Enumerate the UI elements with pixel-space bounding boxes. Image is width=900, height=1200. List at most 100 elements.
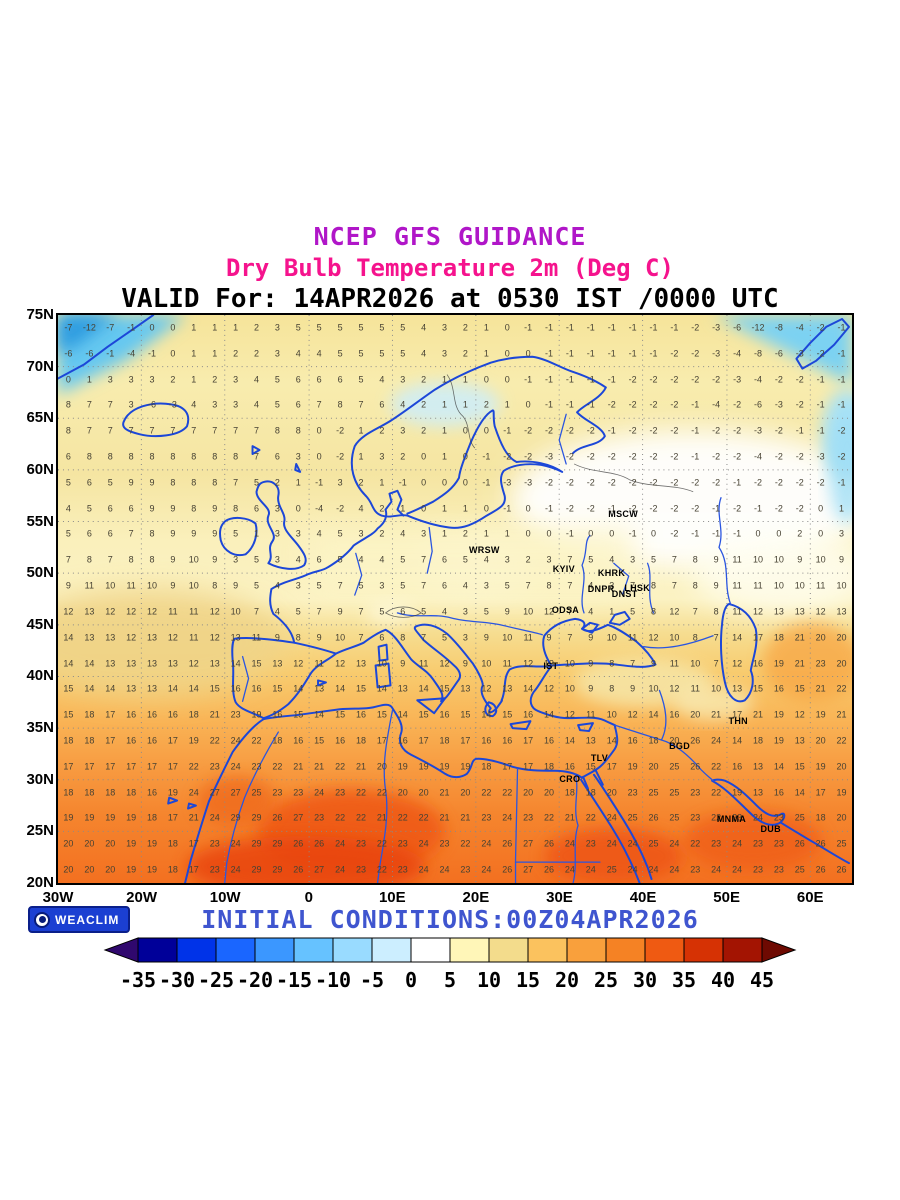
temperature-value: 9 [839, 554, 845, 565]
temperature-value: 24 [418, 864, 429, 875]
temperature-value: 16 [544, 735, 555, 746]
lon-axis-label: 10E [378, 889, 406, 906]
temperature-value: 0 [483, 425, 489, 436]
temperature-value: 18 [815, 812, 826, 823]
temperature-value: 6 [442, 580, 448, 591]
temperature-value: -1 [106, 348, 115, 359]
temperature-value: 3 [358, 528, 364, 539]
temperature-value: 3 [233, 374, 239, 385]
temperature-value: 19 [147, 864, 158, 875]
temperature-value: 3 [274, 528, 280, 539]
temperature-value: 13 [794, 735, 805, 746]
temperature-value: 8 [128, 554, 134, 565]
temperature-value: 15 [272, 683, 283, 694]
temperature-value: -4 [795, 322, 804, 333]
temperature-value: 10 [481, 658, 492, 669]
temperature-value: 7 [671, 554, 677, 565]
temperature-value: 8 [650, 606, 657, 617]
temperature-value: 7 [713, 658, 719, 669]
temperature-value: -2 [628, 451, 637, 462]
temperature-value: 26 [815, 864, 826, 875]
colorbar-tick: -15 [275, 968, 313, 992]
temperature-value: -2 [774, 374, 783, 385]
temperature-value: 7 [128, 425, 134, 436]
temperature-value: 5 [358, 580, 364, 591]
temperature-value: 4 [462, 580, 468, 591]
temperature-value: 29 [272, 838, 283, 849]
temperature-value: 22 [544, 812, 555, 823]
temperature-value: 24 [627, 838, 638, 849]
temperature-value: 7 [421, 580, 427, 591]
temperature-value: 0 [149, 322, 155, 333]
temperature-value: -2 [733, 425, 742, 436]
temperature-value: 13 [167, 658, 178, 669]
temperature-value: -2 [816, 322, 825, 333]
temperature-value: 22 [376, 864, 387, 875]
temperature-value: 7 [107, 554, 113, 565]
temperature-value: 1 [442, 503, 448, 514]
temperature-value: 20 [397, 787, 408, 798]
temperature-value: 0 [525, 528, 531, 539]
city-label: LHSK [624, 582, 651, 593]
temperature-value: 19 [126, 838, 137, 849]
temperature-value: 8 [295, 632, 301, 643]
temperature-value: 0 [546, 528, 552, 539]
temperature-value: -2 [545, 477, 554, 488]
temperature-value: 23 [732, 812, 743, 823]
temperature-value: 15 [251, 658, 262, 669]
temperature-value: -3 [753, 425, 762, 436]
temperature-value: 23 [690, 864, 701, 875]
temperature-value: 7 [65, 554, 71, 565]
temperature-value: 20 [815, 735, 826, 746]
temperature-value: 12 [63, 606, 74, 617]
temperature-value: 16 [147, 709, 158, 720]
temperature-value: 14 [544, 709, 555, 720]
temperature-value: 9 [462, 658, 468, 669]
temperature-value: 17 [606, 761, 617, 772]
temperature-value: -2 [753, 477, 762, 488]
temperature-value: 10 [147, 580, 158, 591]
temperature-value: 24 [732, 864, 743, 875]
temperature-value: 20 [648, 761, 659, 772]
temperature-value: -1 [837, 322, 846, 333]
temperature-value: -1 [733, 528, 742, 539]
temperature-value: 24 [314, 787, 325, 798]
colorbar [103, 934, 797, 966]
temperature-value: 13 [126, 683, 137, 694]
temperature-value: 9 [170, 528, 176, 539]
temperature-value: 0 [525, 399, 531, 410]
temperature-value: 13 [732, 683, 743, 694]
temperature-value: 7 [316, 606, 322, 617]
temperature-value: 11 [251, 632, 262, 643]
temperature-value: 12 [209, 606, 220, 617]
temperature-value: 9 [650, 658, 657, 669]
temperature-value: 5 [316, 580, 322, 591]
temperature-value: 21 [293, 761, 304, 772]
temperature-value: 16 [732, 761, 743, 772]
temperature-value: 1 [442, 451, 448, 462]
temperature-value: -2 [649, 503, 658, 514]
temperature-value: 29 [251, 812, 262, 823]
temperature-value: 13 [84, 606, 95, 617]
temperature-value: 3 [630, 554, 636, 565]
temperature-value: 14 [84, 683, 95, 694]
temperature-value: 16 [147, 787, 158, 798]
temperature-value: -2 [774, 425, 783, 436]
colorbar-tick: -35 [119, 968, 157, 992]
temperature-value: 25 [669, 812, 680, 823]
temperature-value: 10 [711, 683, 722, 694]
temperature-value: 12 [105, 606, 116, 617]
temperature-value: 3 [483, 580, 489, 591]
temperature-value: 7 [525, 580, 531, 591]
temperature-value: 25 [648, 838, 659, 849]
temperature-value: 1 [442, 374, 448, 385]
temperature-value: 14 [418, 683, 429, 694]
temperature-value: 10 [773, 554, 784, 565]
temperature-value: 8 [546, 580, 552, 591]
temperature-value: 17 [167, 735, 178, 746]
temperature-value: 8 [650, 580, 657, 591]
temperature-value: 20 [105, 864, 116, 875]
temperature-value: 29 [251, 864, 262, 875]
temperature-value: -2 [336, 503, 345, 514]
temperature-value: 1 [839, 503, 845, 514]
